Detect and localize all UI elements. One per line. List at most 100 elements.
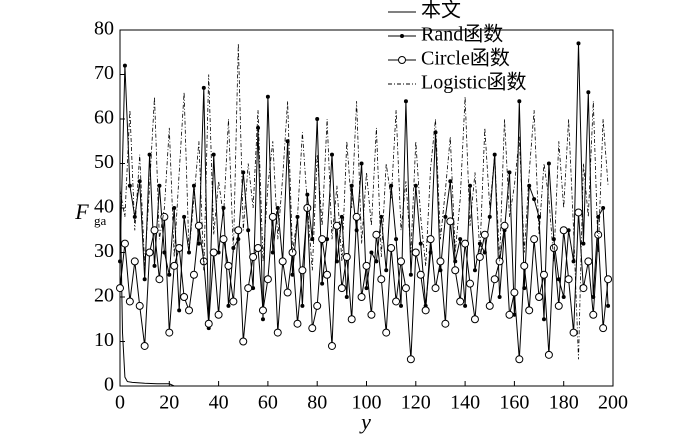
rand-marker bbox=[216, 250, 221, 255]
rand-marker bbox=[581, 241, 586, 246]
circle-marker bbox=[530, 235, 539, 244]
circle-marker bbox=[559, 226, 568, 235]
rand-marker bbox=[325, 237, 330, 242]
rand-marker bbox=[177, 308, 182, 313]
circle-marker bbox=[357, 293, 366, 301]
rand-marker bbox=[541, 317, 546, 322]
y-tick-label: 50 bbox=[94, 151, 114, 173]
rand-marker bbox=[379, 214, 384, 219]
circle-marker bbox=[268, 212, 277, 221]
circle-marker bbox=[254, 244, 263, 253]
circle-marker bbox=[204, 319, 213, 328]
rand-marker bbox=[127, 183, 132, 188]
series-line bbox=[119, 185, 175, 387]
x-tick-label: 60 bbox=[258, 392, 278, 414]
circle-marker bbox=[535, 293, 544, 301]
circle-marker bbox=[584, 257, 593, 266]
rand-marker bbox=[601, 206, 606, 210]
x-tick-label: 20 bbox=[159, 392, 179, 414]
rand-marker bbox=[339, 214, 344, 219]
circle-marker bbox=[401, 284, 410, 293]
rand-marker bbox=[147, 152, 152, 157]
circle-marker bbox=[594, 230, 603, 239]
x-axis-label: y bbox=[359, 409, 371, 434]
circle-marker bbox=[554, 301, 563, 310]
rand-marker bbox=[512, 312, 517, 317]
x-tick-label: 0 bbox=[115, 392, 125, 414]
circle-marker bbox=[175, 244, 184, 253]
circle-marker bbox=[599, 324, 608, 333]
y-tick-label: 30 bbox=[94, 240, 114, 262]
circle-marker bbox=[525, 306, 534, 315]
x-tick-label: 180 bbox=[549, 392, 579, 414]
rand-marker bbox=[400, 34, 404, 38]
rand-marker bbox=[463, 303, 468, 308]
circle-marker bbox=[470, 315, 479, 324]
rand-marker bbox=[527, 183, 532, 188]
circle-marker bbox=[234, 226, 243, 235]
y-axis-label-sub: ga bbox=[94, 213, 107, 228]
plot-frame bbox=[119, 29, 614, 387]
rand-marker bbox=[275, 206, 280, 210]
y-tick-label: 60 bbox=[94, 107, 114, 129]
circle-marker bbox=[441, 319, 450, 328]
rand-marker bbox=[187, 250, 192, 255]
circle-marker bbox=[461, 239, 470, 248]
circle-marker bbox=[293, 319, 302, 328]
rand-marker bbox=[364, 286, 369, 291]
circle-marker bbox=[116, 284, 124, 293]
rand-marker bbox=[374, 259, 379, 264]
circle-marker bbox=[431, 284, 440, 293]
circle-marker bbox=[323, 270, 332, 279]
circle-marker bbox=[436, 257, 445, 266]
circle-marker bbox=[544, 350, 553, 359]
circle-marker bbox=[318, 235, 327, 244]
x-tick-label: 140 bbox=[450, 392, 480, 414]
rand-marker bbox=[344, 295, 349, 299]
rand-marker bbox=[413, 183, 418, 188]
circle-marker bbox=[515, 355, 524, 364]
rand-marker bbox=[329, 152, 334, 157]
circle-marker bbox=[273, 328, 282, 337]
rand-marker bbox=[408, 272, 413, 277]
circle-marker bbox=[258, 306, 267, 315]
circle-marker bbox=[209, 248, 218, 257]
circle-marker bbox=[180, 293, 189, 301]
circle-marker bbox=[219, 235, 228, 244]
rand-marker bbox=[118, 259, 122, 264]
legend-label: Logistic函数 bbox=[421, 71, 527, 94]
circle-marker bbox=[406, 355, 415, 364]
y-tick-label: 0 bbox=[104, 374, 114, 396]
rand-marker bbox=[576, 41, 581, 46]
circle-marker bbox=[569, 328, 578, 337]
circle-marker bbox=[397, 257, 406, 266]
circle-marker bbox=[490, 275, 499, 284]
rand-marker bbox=[152, 263, 157, 268]
circle-marker bbox=[564, 275, 573, 284]
circle-marker bbox=[155, 275, 164, 284]
rand-marker bbox=[487, 214, 492, 219]
circle-marker bbox=[135, 301, 144, 310]
rand-marker bbox=[359, 161, 364, 166]
rand-marker bbox=[251, 286, 256, 291]
circle-marker bbox=[130, 257, 139, 266]
rand-marker bbox=[586, 90, 591, 95]
circle-marker bbox=[574, 208, 583, 217]
circle-marker bbox=[480, 230, 489, 239]
circle-marker bbox=[160, 212, 169, 221]
rand-marker bbox=[167, 272, 172, 277]
circle-marker bbox=[278, 257, 287, 266]
circle-marker bbox=[604, 275, 613, 284]
x-tick-label: 80 bbox=[307, 392, 327, 414]
circle-marker bbox=[150, 226, 159, 235]
y-tick-label: 70 bbox=[94, 62, 114, 84]
circle-marker bbox=[332, 221, 341, 230]
circle-marker bbox=[426, 235, 435, 244]
circle-marker bbox=[165, 328, 174, 337]
circle-marker bbox=[120, 239, 129, 248]
circle-marker bbox=[510, 288, 519, 297]
circle-marker bbox=[337, 284, 346, 293]
circle-marker bbox=[342, 252, 351, 261]
rand-marker bbox=[566, 228, 571, 233]
rand-marker bbox=[497, 295, 502, 299]
